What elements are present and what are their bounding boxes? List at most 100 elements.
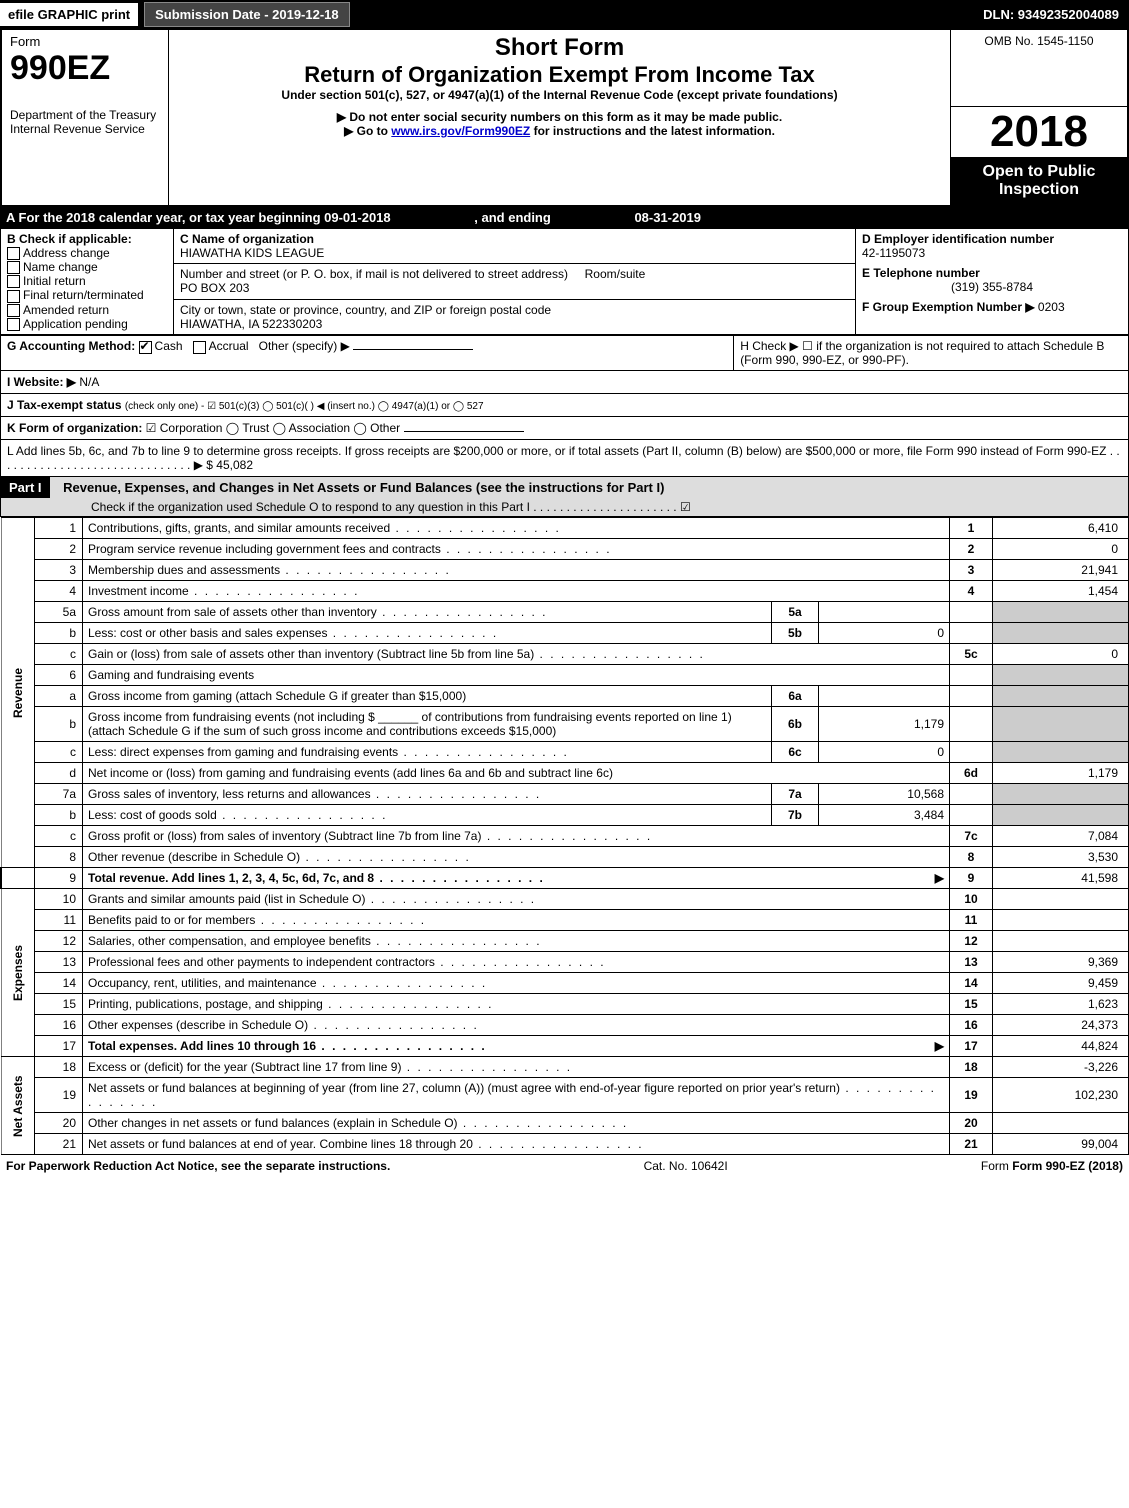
chk-address-label: Address change bbox=[23, 246, 110, 260]
ln9-n: 9 bbox=[35, 868, 83, 889]
ln20-c: 20 bbox=[950, 1113, 993, 1134]
l-amount: 45,082 bbox=[216, 458, 253, 472]
ln5a-grey bbox=[950, 602, 993, 623]
ln16-text: Other expenses (describe in Schedule O) bbox=[88, 1018, 479, 1032]
ln1-v: 6,410 bbox=[993, 518, 1129, 539]
chk-final[interactable]: Final return/terminated bbox=[7, 288, 167, 302]
ln12-n: 12 bbox=[35, 931, 83, 952]
ln5b-text: Less: cost or other basis and sales expe… bbox=[88, 626, 498, 640]
ln13-n: 13 bbox=[35, 952, 83, 973]
chk-address[interactable]: Address change bbox=[7, 246, 167, 260]
ln3-c: 3 bbox=[950, 560, 993, 581]
section-a-begin: 09-01-2018 bbox=[324, 210, 391, 225]
efile-link[interactable]: efile GRAPHIC print bbox=[0, 3, 138, 26]
ln10-n: 10 bbox=[35, 889, 83, 910]
ln6c-grey2 bbox=[993, 742, 1129, 763]
irs-label: Internal Revenue Service bbox=[10, 122, 160, 136]
ln6b-sc: 6b bbox=[772, 707, 819, 742]
ln5a-sv bbox=[819, 602, 950, 623]
ln1-n: 1 bbox=[35, 518, 83, 539]
ln19-v: 102,230 bbox=[993, 1078, 1129, 1113]
ln6c-sc: 6c bbox=[772, 742, 819, 763]
part1-check: Check if the organization used Schedule … bbox=[1, 498, 1128, 516]
ln3-n: 3 bbox=[35, 560, 83, 581]
omb-number: OMB No. 1545-1150 bbox=[959, 34, 1119, 48]
chk-cash[interactable]: Cash bbox=[139, 339, 183, 353]
ln7a-sc: 7a bbox=[772, 784, 819, 805]
ln15-c: 15 bbox=[950, 994, 993, 1015]
ln16-c: 16 bbox=[950, 1015, 993, 1036]
footer-mid: Cat. No. 10642I bbox=[644, 1159, 728, 1173]
chk-pending-label: Application pending bbox=[23, 317, 128, 331]
chk-amended[interactable]: Amended return bbox=[7, 303, 167, 317]
ln5c-c: 5c bbox=[950, 644, 993, 665]
no-ssn-note: ▶ Do not enter social security numbers o… bbox=[177, 110, 942, 124]
other-underline[interactable] bbox=[353, 349, 473, 350]
ln13-text: Professional fees and other payments to … bbox=[88, 955, 606, 969]
ln21-text: Net assets or fund balances at end of ye… bbox=[88, 1137, 644, 1151]
ln6d-v: 1,179 bbox=[993, 763, 1129, 784]
goto-link[interactable]: www.irs.gov/Form990EZ bbox=[391, 124, 530, 138]
form-header: Form 990EZ Department of the Treasury In… bbox=[0, 28, 1129, 207]
ln11-c: 11 bbox=[950, 910, 993, 931]
ln5c-n: c bbox=[35, 644, 83, 665]
ln11-text: Benefits paid to or for members bbox=[88, 913, 426, 927]
footer-right: Form Form 990-EZ (2018) bbox=[981, 1159, 1123, 1173]
ln12-v bbox=[993, 931, 1129, 952]
chk-accrual[interactable]: Accrual bbox=[193, 339, 249, 353]
efile-text: efile bbox=[8, 7, 34, 22]
section-b-label: B Check if applicable: bbox=[7, 232, 167, 246]
ln21-n: 21 bbox=[35, 1134, 83, 1155]
room-label: Room/suite bbox=[585, 267, 646, 281]
ln10-v bbox=[993, 889, 1129, 910]
part1-header: Part I Revenue, Expenses, and Changes in… bbox=[0, 477, 1129, 517]
part1-label: Part I bbox=[1, 477, 50, 498]
org-name: HIAWATHA KIDS LEAGUE bbox=[180, 246, 849, 260]
group-exemption-value: 0203 bbox=[1038, 300, 1065, 314]
submission-date: Submission Date - 2019-12-18 bbox=[144, 2, 350, 27]
ln2-text: Program service revenue including govern… bbox=[88, 542, 612, 556]
ln9-v: 41,598 bbox=[993, 868, 1129, 889]
main-table: Revenue 1 Contributions, gifts, grants, … bbox=[0, 517, 1129, 1155]
section-a-prefix: A For the 2018 calendar year, or tax yea… bbox=[6, 210, 324, 225]
ln5a-sc: 5a bbox=[772, 602, 819, 623]
ln6-text: Gaming and fundraising events bbox=[83, 665, 950, 686]
ln6a-n: a bbox=[35, 686, 83, 707]
ln8-c: 8 bbox=[950, 847, 993, 868]
chk-initial[interactable]: Initial return bbox=[7, 274, 167, 288]
ln6c-grey bbox=[950, 742, 993, 763]
chk-amended-label: Amended return bbox=[23, 303, 109, 317]
j-tail: (check only one) - ☑ 501(c)(3) ◯ 501(c)(… bbox=[125, 401, 484, 412]
section-d-label: D Employer identification number bbox=[862, 232, 1122, 246]
ln6-n: 6 bbox=[35, 665, 83, 686]
ln13-v: 9,369 bbox=[993, 952, 1129, 973]
tax-year: 2018 bbox=[951, 107, 1127, 157]
section-a-mid: , and ending bbox=[394, 210, 634, 225]
section-j: J Tax-exempt status (check only one) - ☑… bbox=[0, 394, 1129, 417]
ln7c-n: c bbox=[35, 826, 83, 847]
side-revenue: Revenue bbox=[1, 518, 35, 868]
ln7b-n: b bbox=[35, 805, 83, 826]
cash-label: Cash bbox=[155, 339, 183, 353]
ln20-n: 20 bbox=[35, 1113, 83, 1134]
ln15-n: 15 bbox=[35, 994, 83, 1015]
ln7b-sv: 3,484 bbox=[819, 805, 950, 826]
ln16-v: 24,373 bbox=[993, 1015, 1129, 1036]
chk-name[interactable]: Name change bbox=[7, 260, 167, 274]
street-value: PO BOX 203 bbox=[180, 281, 849, 295]
return-title: Return of Organization Exempt From Incom… bbox=[177, 62, 942, 88]
graphic-text: GRAPHIC bbox=[38, 7, 98, 22]
ln4-text: Investment income bbox=[88, 584, 359, 598]
ein-value: 42-1195073 bbox=[862, 246, 1122, 260]
accrual-label: Accrual bbox=[209, 339, 249, 353]
chk-pending[interactable]: Application pending bbox=[7, 317, 167, 331]
ln5c-v: 0 bbox=[993, 644, 1129, 665]
chk-final-label: Final return/terminated bbox=[23, 288, 144, 302]
ln6b-grey bbox=[950, 707, 993, 742]
section-l: L Add lines 5b, 6c, and 7b to line 9 to … bbox=[0, 440, 1129, 477]
open-public: Open to Public Inspection bbox=[951, 157, 1127, 205]
ln9-c: 9 bbox=[950, 868, 993, 889]
ln10-text: Grants and similar amounts paid (list in… bbox=[88, 892, 536, 906]
ln14-v: 9,459 bbox=[993, 973, 1129, 994]
rev-bottom-border bbox=[1, 868, 35, 889]
